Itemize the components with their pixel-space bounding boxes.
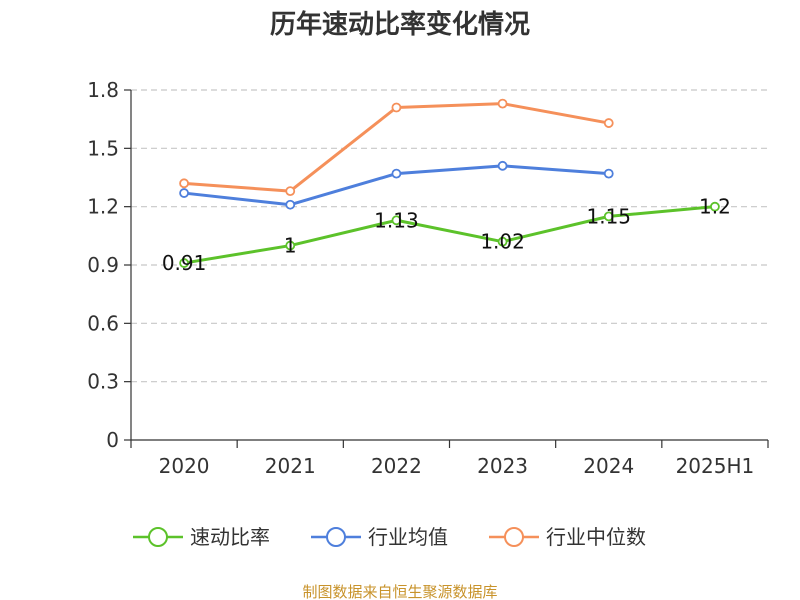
y-tick-label: 1.5 — [87, 136, 119, 160]
x-tick-label: 2022 — [371, 454, 422, 478]
y-tick-label: 0 — [106, 428, 119, 452]
y-tick-label: 0.6 — [87, 311, 119, 335]
data-label: 1 — [284, 234, 297, 258]
legend-label: 行业中位数 — [546, 525, 646, 549]
data-label: 0.91 — [162, 251, 207, 275]
data-point — [391, 215, 402, 226]
x-tick-label: 2020 — [159, 454, 210, 478]
data-label: 1.15 — [586, 204, 631, 228]
source-note: 制图数据来自恒生聚源数据库 — [302, 583, 497, 600]
data-label-layer: 0.91 1 1.13 1.02 1.15 1.2 — [162, 195, 731, 275]
data-label: 1.02 — [480, 230, 525, 254]
x-tick-label: 2023 — [477, 454, 528, 478]
grid-layer — [131, 89, 768, 383]
legend: 速动比率 行业均值 行业中位数 — [133, 525, 646, 549]
data-point — [285, 240, 296, 251]
data-point — [497, 98, 508, 109]
data-label: 1.2 — [699, 195, 731, 219]
y-tick-label: 0.9 — [87, 253, 119, 277]
data-point — [285, 199, 296, 210]
data-point — [603, 211, 614, 222]
x-tick-label: 2021 — [265, 454, 316, 478]
data-point — [497, 160, 508, 171]
data-point — [710, 201, 720, 212]
data-point — [179, 178, 189, 189]
y-tick-label: 1.2 — [87, 195, 119, 219]
legend-label: 速动比率 — [190, 525, 270, 549]
x-tick-label: 2025H1 — [676, 454, 755, 478]
legend-marker — [148, 527, 168, 547]
legend-marker — [504, 527, 524, 547]
y-tick-label: 0.3 — [87, 370, 119, 394]
chart-title: 历年速动比率变化情况 — [270, 9, 530, 40]
series-layer — [179, 98, 720, 268]
data-point — [391, 168, 402, 179]
data-point — [179, 188, 189, 198]
data-point — [603, 118, 614, 128]
legend-marker — [326, 527, 346, 547]
data-point — [497, 236, 508, 247]
data-point — [391, 102, 402, 113]
data-point — [179, 258, 189, 268]
data-label: 1.13 — [374, 208, 419, 232]
data-point — [285, 186, 296, 197]
series-line — [183, 205, 716, 265]
y-tick-label: 1.8 — [87, 78, 119, 102]
data-point — [603, 168, 614, 179]
legend-label: 行业均值 — [368, 525, 448, 549]
x-tick-label: 2024 — [583, 454, 634, 478]
axis-layer: 0 0.3 0.6 0.9 1.2 1.5 1.8 2020 2021 2022 2023 2024 2… — [87, 78, 769, 478]
